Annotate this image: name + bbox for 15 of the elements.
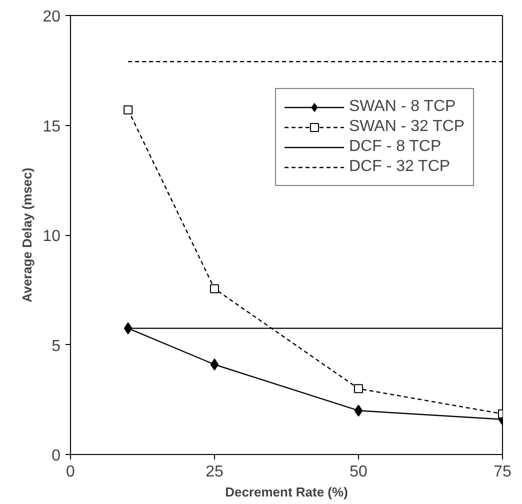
y-tick-label: 15 <box>42 118 61 136</box>
legend-label: SWAN - 8 TCP <box>349 97 456 117</box>
legend-label: SWAN - 32 TCP <box>349 117 465 137</box>
y-tick-label: 0 <box>52 448 61 464</box>
x-tick-label: 75 <box>494 464 512 480</box>
legend-label: DCF - 32 TCP <box>349 157 450 177</box>
x-tick-label: 25 <box>206 464 224 480</box>
y-axis-title: Average Delay (msec) <box>20 168 35 302</box>
x-tick-label: 50 <box>350 464 368 480</box>
legend-label: DCF - 8 TCP <box>349 137 442 157</box>
y-tick-label: 5 <box>52 338 61 355</box>
y-tick-label: 10 <box>42 228 61 245</box>
x-tick-label: 0 <box>66 464 76 480</box>
y-tick-label: 20 <box>42 8 61 26</box>
x-axis-title: Decrement Rate (%) <box>225 484 348 500</box>
